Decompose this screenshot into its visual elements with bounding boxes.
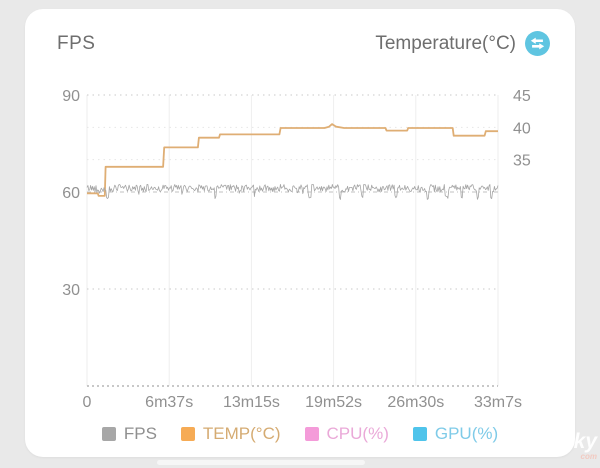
legend-item-cpu[interactable]: CPU(%) [304, 424, 389, 444]
x-tick-3: 19m52s [305, 394, 362, 411]
right-tick-35: 35 [513, 153, 531, 170]
horizontal-scroll-indicator[interactable] [157, 460, 365, 465]
x-tick-0: 0 [83, 394, 92, 411]
swap-axis-icon[interactable] [525, 31, 550, 56]
left-tick-90: 90 [62, 88, 80, 105]
left-axis-title: FPS [57, 33, 96, 54]
gpu-swatch-icon [412, 427, 427, 441]
x-tick-2: 13m15s [223, 394, 280, 411]
swap-arrows-glyph [525, 31, 550, 56]
legend-label-cpu: CPU(%) [326, 424, 389, 443]
x-tick-5: 33m7s [474, 394, 522, 411]
legend-label-fps: FPS [123, 424, 157, 443]
temp-swatch-icon [180, 427, 195, 441]
legend-label-temp: TEMP(°C) [202, 424, 281, 443]
legend-item-gpu[interactable]: GPU(%) [412, 424, 499, 444]
left-tick-60: 60 [62, 185, 80, 202]
left-tick-30: 30 [62, 282, 80, 299]
series-lines [86, 123, 499, 200]
right-axis-header: Temperature(°C) [375, 31, 550, 56]
chart-legend: FPS TEMP(°C) CPU(%) GPU(%) [0, 424, 600, 444]
x-tick-4: 26m30s [387, 394, 444, 411]
fps-swatch-icon [101, 427, 116, 441]
right-tick-45: 45 [513, 88, 531, 105]
x-tick-1: 6m37s [145, 394, 193, 411]
legend-item-fps[interactable]: FPS [101, 424, 157, 444]
gridlines [86, 94, 499, 387]
chart-card [25, 9, 575, 457]
right-axis-title: Temperature(°C) [375, 32, 516, 54]
legend-item-temp[interactable]: TEMP(°C) [180, 424, 281, 444]
axis-tick-labels: 90 60 30 45 40 35 0 6m37s 13m15s 19m52s … [62, 88, 531, 411]
cpu-swatch-icon [304, 427, 319, 441]
legend-label-gpu: GPU(%) [434, 424, 499, 443]
right-tick-40: 40 [513, 120, 531, 137]
